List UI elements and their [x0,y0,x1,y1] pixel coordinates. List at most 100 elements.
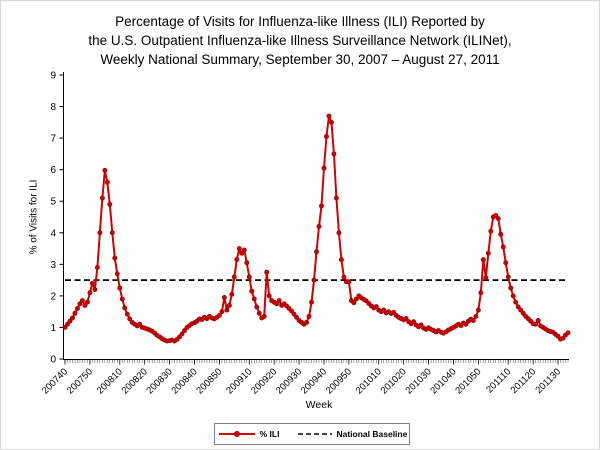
data-point-marker [533,321,539,327]
data-point-marker [314,249,319,255]
data-point-marker [326,113,332,119]
legend-label-baseline: National Baseline [336,429,408,439]
x-tick-label: 201050 [453,366,483,396]
data-point-marker [391,309,397,315]
data-point-marker [480,257,486,263]
data-point-marker [341,274,347,280]
data-point-marker [309,299,314,305]
data-point-marker [219,309,225,315]
x-tick-label: 201110 [484,366,513,395]
data-point-marker [264,269,270,275]
data-point-marker [67,318,73,324]
data-point-marker [520,310,526,316]
x-tick-label: 200810 [95,366,125,396]
data-point-marker [535,318,541,323]
x-tick-label: 200740 [40,366,70,396]
data-point-marker [249,288,255,294]
x-tick-label: 200930 [274,366,304,396]
data-point-marker [179,331,185,337]
data-point-marker [182,328,187,334]
x-tick-label: 200920 [249,366,279,396]
legend-label-ili: % ILI [259,429,280,439]
data-point-marker [99,195,105,201]
data-point-marker [137,321,143,327]
data-point-marker [338,257,344,263]
data-point-marker [510,293,516,299]
data-point-marker [224,307,230,313]
data-point-marker [70,315,75,321]
data-point-marker [373,304,379,310]
data-point-marker [311,277,317,283]
data-point-marker [251,296,257,302]
data-point-marker [508,285,514,291]
chart-title-line-1: Percentage of Visits for Influenza-like … [115,14,485,29]
data-point-marker [493,212,499,218]
data-point-marker [236,246,242,252]
data-point-marker [102,167,108,173]
data-point-marker [500,244,506,250]
x-tick-label: 200940 [299,366,329,396]
y-tick-label: 2 [50,291,56,302]
data-point-marker [234,257,240,263]
legend-box: % ILI National Baseline [214,423,410,445]
data-point-marker [127,316,133,322]
data-point-marker [463,321,469,327]
data-point-marker [256,310,262,316]
x-axis-title: Week [305,399,333,411]
data-point-marker [226,302,232,308]
data-point-marker [336,230,342,236]
data-point-marker [473,313,479,319]
y-tick-label: 7 [50,134,56,145]
data-point-marker [346,279,352,285]
data-point-marker [62,324,68,330]
data-point-marker [239,250,245,256]
data-point-marker [266,293,272,299]
data-point-marker [505,274,511,280]
data-point-marker [324,134,329,139]
data-point-marker [515,304,521,310]
data-point-marker [94,265,100,270]
x-tick-label: 200750 [65,366,95,396]
data-point-marker [294,314,300,320]
y-tick-label: 9 [50,71,56,82]
data-point-marker [470,318,476,323]
data-point-marker [72,310,78,316]
data-point-marker [117,285,123,291]
data-point-marker [498,231,504,237]
data-point-marker [241,247,247,253]
data-point-marker [119,296,125,302]
legend-item-baseline: National Baseline [297,429,407,439]
chart-title: Percentage of Visits for Influenza-like … [1,12,599,69]
data-point-marker [353,296,359,302]
ili-series-line [64,115,569,343]
data-point-marker [518,307,524,313]
data-point-marker [77,301,83,307]
data-point-marker [478,290,484,296]
data-point-marker [244,260,250,266]
data-point-marker [319,203,324,209]
data-point-marker [331,151,337,157]
data-point-marker [488,228,494,234]
x-tick-label: 200910 [224,366,254,396]
data-point-marker [321,165,327,171]
data-point-marker [112,255,118,261]
data-point-marker [74,306,80,311]
y-tick-label: 3 [50,260,56,271]
data-point-marker [351,300,357,306]
data-point-marker [65,321,70,327]
data-point-marker [483,275,489,281]
data-point-marker [216,313,222,318]
x-tick-label: 200840 [169,366,199,396]
y-tick-label: 8 [50,102,56,113]
x-tick-label: 200820 [120,366,150,396]
data-point-marker [114,271,120,277]
data-point-marker [565,330,571,336]
data-point-marker [89,280,95,286]
data-point-marker [274,301,280,307]
data-point-marker [418,322,424,328]
data-point-marker [475,307,481,313]
x-tick-label: 201020 [379,366,409,396]
data-point-marker [79,298,85,304]
x-tick-label: 201120 [509,366,539,396]
